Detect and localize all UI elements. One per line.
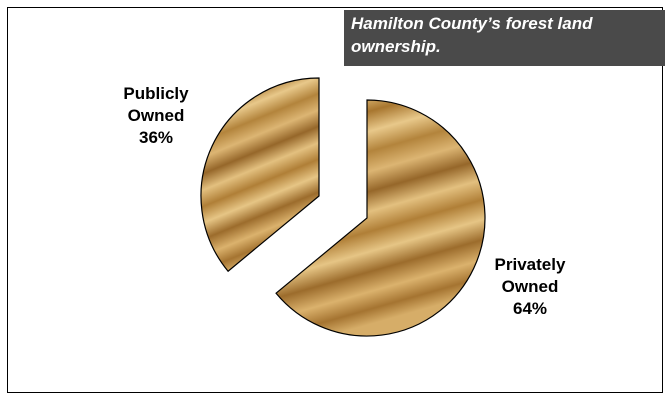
pie-label-0: Privately Owned 64%	[495, 255, 566, 318]
title-box	[344, 10, 665, 66]
pie-labels: Privately Owned 64% Publicly Owned 36%	[123, 84, 566, 318]
pie-slice-0	[275, 99, 486, 337]
pie-label-1: Publicly Owned 36%	[123, 84, 189, 147]
pie-slices	[200, 77, 486, 337]
chart-title: Hamilton County’s forest land ownership.	[351, 14, 593, 56]
pie-slice-1	[200, 77, 320, 273]
